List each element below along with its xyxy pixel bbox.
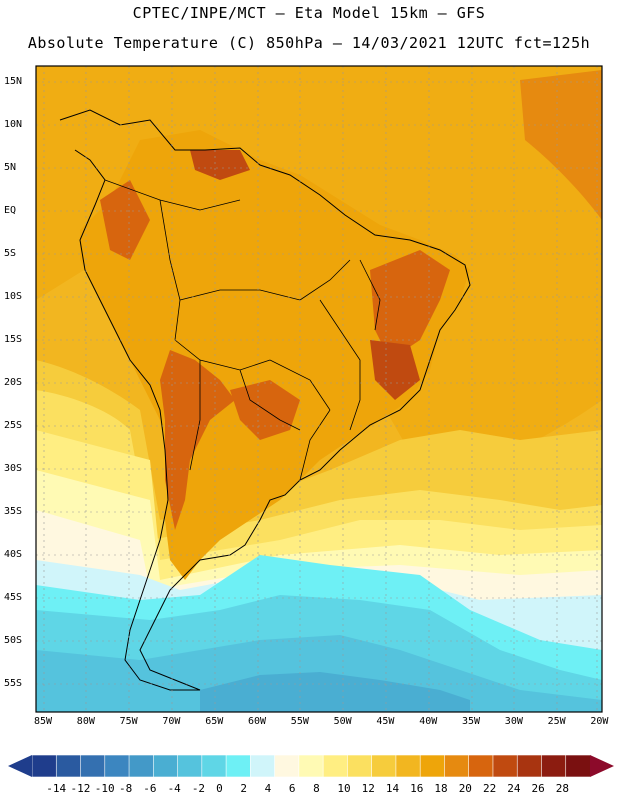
lon-label: 85W	[34, 716, 53, 727]
lon-label: 50W	[333, 716, 352, 727]
hot-venezuela	[190, 150, 250, 180]
colorbar-label: 0	[216, 782, 223, 795]
colorbar-swatch	[541, 754, 567, 778]
colorbar-low-arrow	[8, 755, 32, 777]
lat-label: 55S	[4, 678, 23, 689]
hot-brazil-east	[370, 340, 420, 400]
lon-label: 55W	[290, 716, 309, 727]
colorbar-label: 14	[385, 782, 400, 795]
colorbar-swatch	[516, 754, 543, 778]
colorbar-swatch	[177, 754, 203, 778]
colorbar-swatch	[225, 754, 252, 778]
lat-label: 10N	[4, 119, 23, 130]
lon-label: 60W	[248, 716, 267, 727]
colorbar-swatch	[468, 754, 494, 778]
colorbar-label: -2	[191, 782, 206, 795]
colorbar-swatch	[153, 754, 179, 778]
colorbar-label: 26	[531, 782, 545, 795]
colorbar-swatch	[419, 754, 446, 778]
colorbar-label: -10	[94, 782, 115, 795]
chart-subtitle: Absolute Temperature (C) 850hPa – 14/03/…	[27, 34, 591, 52]
colorbar	[8, 754, 614, 778]
colorbar-label: 20	[458, 782, 472, 795]
lat-label: 5S	[4, 248, 17, 259]
colorbar-swatch	[80, 754, 106, 778]
colorbar-swatch	[55, 754, 82, 778]
lon-label: 35W	[462, 716, 481, 727]
colorbar-label: -4	[167, 782, 181, 795]
lon-label: 20W	[590, 716, 609, 727]
colorbar-label: -6	[143, 782, 157, 795]
colorbar-label: 28	[555, 782, 569, 795]
lon-label: 75W	[119, 716, 138, 727]
colorbar-high-arrow	[590, 755, 614, 777]
lat-label: 25S	[4, 420, 23, 431]
borders	[104, 179, 381, 481]
lon-label: 65W	[205, 716, 224, 727]
lon-label: 40W	[419, 716, 438, 727]
colorbar-swatch	[322, 754, 349, 778]
colorbar-label: 16	[410, 782, 424, 795]
band-minus2	[200, 672, 470, 712]
lat-label: 20S	[4, 377, 23, 388]
colorbar-swatch	[201, 754, 227, 778]
colorbar-swatch	[395, 754, 421, 778]
colorbar-label: -8	[119, 782, 133, 795]
lon-label: 70W	[162, 716, 181, 727]
lon-label: 45W	[376, 716, 395, 727]
colorbar-label: 4	[264, 782, 272, 795]
lon-label: 25W	[547, 716, 566, 727]
colorbar-swatch	[274, 754, 300, 778]
colorbar-label: 8	[313, 782, 320, 795]
lat-label: 45S	[4, 592, 23, 603]
graticule	[36, 66, 602, 712]
lon-label: 30W	[504, 716, 523, 727]
colorbar-swatch	[492, 754, 519, 778]
chart-title: CPTEC/INPE/MCT – Eta Model 15km – GFS	[132, 4, 486, 22]
colorbar-label: 22	[482, 782, 497, 795]
colorbar-swatch	[31, 754, 58, 778]
colorbar-swatch	[565, 754, 591, 778]
colorbar-swatch	[371, 754, 397, 778]
lat-label: 5N	[4, 162, 17, 173]
lat-label: 15N	[4, 76, 23, 87]
map-frame	[35, 65, 603, 713]
colorbar-swatch	[104, 754, 130, 778]
lat-label: 15S	[4, 334, 23, 345]
colorbar-swatch	[347, 754, 373, 778]
colorbar-label: 24	[507, 782, 521, 795]
lat-label: 40S	[4, 549, 23, 560]
colorbar-swatch	[128, 754, 155, 778]
hot-andes-north	[100, 180, 150, 260]
lon-label: 80W	[76, 716, 95, 727]
colorbar-label: 18	[434, 782, 448, 795]
colorbar-label: 6	[288, 782, 296, 795]
hot-northeast	[370, 250, 450, 360]
colorbar-label: -12	[70, 782, 91, 795]
lat-label: 50S	[4, 635, 23, 646]
colorbar-label: 2	[240, 782, 247, 795]
lat-label: 30S	[4, 463, 23, 474]
lat-label: 10S	[4, 291, 23, 302]
lat-label: EQ	[4, 205, 17, 216]
colorbar-swatch	[250, 754, 276, 778]
hot-andes	[160, 350, 235, 530]
colorbar-label: -14	[46, 782, 67, 795]
warm-patch-ne	[520, 70, 602, 220]
colorbar-label: 10	[337, 782, 351, 795]
colorbar-label: 12	[361, 782, 375, 795]
colorbar-swatch	[298, 754, 324, 778]
colorbar-swatch	[444, 754, 470, 778]
lat-label: 35S	[4, 506, 23, 517]
